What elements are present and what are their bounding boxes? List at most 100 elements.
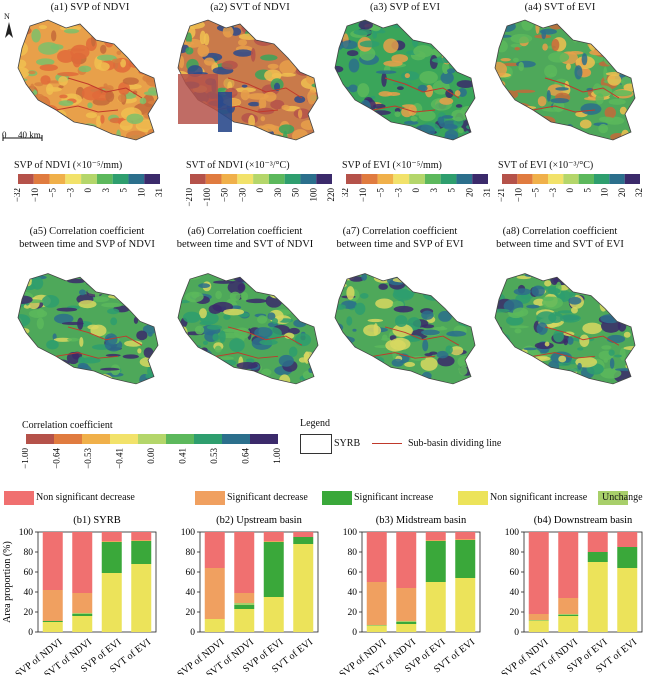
bar-panel-title: (b1) SYRB xyxy=(73,515,121,526)
colorbar-tick-label: 20 xyxy=(617,188,627,198)
colorbar-svt-ndvi: −210 −100 −50 −30 0 30 50 100 220 xyxy=(186,174,336,207)
colorbar-tick-label: 20 xyxy=(464,188,474,198)
colorbar-swatch xyxy=(548,174,564,184)
colorbar-swatch xyxy=(609,174,625,184)
bar-segment xyxy=(528,620,549,621)
colorbar-tick-label: 220 xyxy=(326,188,336,202)
bar-segment xyxy=(131,564,152,632)
bar-segment xyxy=(396,622,417,624)
divider-line-swatch xyxy=(372,443,402,444)
bar-segment xyxy=(131,540,152,541)
legend-swatch xyxy=(195,491,225,505)
colorbar-title-a1: SVP of NDVI (×10⁻⁵/mm) xyxy=(14,160,123,171)
plot-frame xyxy=(523,531,643,633)
bar-panel-title: (b2) Upstream basin xyxy=(216,515,302,526)
bar-panel: (b1) SYRB 0 20 40 60 80 100 Area proportion (%)… xyxy=(2,515,157,675)
colorbar-tick-label: −0.64 xyxy=(52,448,62,469)
map-svt-evi xyxy=(494,19,636,141)
colorbar-swatch xyxy=(300,174,317,184)
map-title-a7: (a7) Correlation coefficient between tim… xyxy=(336,226,464,250)
colorbar-swatch xyxy=(424,174,441,184)
bar-segment xyxy=(455,532,476,539)
legend-swatch xyxy=(4,491,34,505)
colorbar-tick-label: 5 xyxy=(119,188,129,193)
colorbar-tick-label: 0.64 xyxy=(241,448,251,464)
bar-segment xyxy=(558,616,579,632)
colorbar-tick-label: 32 xyxy=(634,188,644,197)
plot-frame xyxy=(199,531,319,633)
bar-segment xyxy=(425,532,446,540)
colorbar-tick-label: 5 xyxy=(582,188,592,193)
colorbar-tick-label: −3 xyxy=(548,188,558,198)
plot-frame xyxy=(361,531,481,633)
map-title-a2: (a2) SVT of NDVI xyxy=(210,2,290,13)
colorbar-swatch xyxy=(624,174,640,184)
bar-segment xyxy=(234,603,255,605)
colorbar-swatch xyxy=(502,174,518,184)
bar-segment xyxy=(263,532,284,541)
colorbar-tick-label: 31 xyxy=(482,188,492,197)
bar-segment xyxy=(455,540,476,578)
colorbar-swatch xyxy=(54,434,82,444)
north-arrow-icon xyxy=(2,16,16,40)
bar-segment xyxy=(234,593,255,603)
bar-segment xyxy=(587,552,608,562)
y-tick-label: 0 xyxy=(514,628,519,638)
svt-ndvi-block xyxy=(218,92,232,132)
colorbar-svp-evi: 32 −10 −5 −3 0 3 5 20 31 xyxy=(342,174,492,202)
colorbar-swatch xyxy=(346,174,362,184)
bar-segment xyxy=(425,541,446,582)
colorbar-tick-label: 0.53 xyxy=(209,448,219,464)
legend-swatch xyxy=(458,491,488,505)
colorbar-swatch xyxy=(250,434,278,444)
bar-segment xyxy=(396,624,417,632)
colorbar-tick-label: −3 xyxy=(393,188,403,198)
y-tick-label: 100 xyxy=(19,528,34,538)
colorbar-swatch xyxy=(49,174,66,184)
colorbar-tick-label: −0.53 xyxy=(83,448,93,469)
y-tick-label: 20 xyxy=(348,608,358,618)
bar-segment xyxy=(234,532,255,593)
colorbar-tick-label: −30 xyxy=(237,188,247,203)
colorbar-tick-label: 3 xyxy=(429,188,439,193)
colorbar-swatch xyxy=(409,174,425,184)
bar-segment xyxy=(101,542,122,573)
colorbar-tick-label: 0 xyxy=(411,188,421,193)
colorbar-swatch xyxy=(517,174,533,184)
colorbar-swatch xyxy=(18,174,34,184)
map-svp-ndvi xyxy=(17,19,159,141)
y-tick-label: 0 xyxy=(190,628,195,638)
colorbar-swatch xyxy=(166,434,194,444)
bar-segment xyxy=(366,625,387,626)
colorbar-swatch xyxy=(440,174,457,184)
bar-segment xyxy=(366,582,387,625)
bar-segment xyxy=(455,539,476,540)
colorbar-tick-label: 30 xyxy=(273,188,283,198)
bar-segment xyxy=(587,562,608,632)
bar-segment xyxy=(293,537,314,544)
bar-segment xyxy=(234,609,255,632)
bar-segment xyxy=(425,540,446,541)
plot-frame xyxy=(37,531,157,633)
bar-segment xyxy=(131,541,152,564)
colorbar-tick-label: −210 xyxy=(186,188,194,207)
colorbar-tick-label: −10 xyxy=(513,188,523,203)
y-tick-label: 60 xyxy=(24,568,34,578)
y-tick-label: 60 xyxy=(510,568,520,578)
colorbar-tick-label: 100 xyxy=(308,188,318,202)
bar-segment xyxy=(558,615,579,616)
bar-segment xyxy=(72,613,93,614)
colorbar-tick-label: −21 xyxy=(498,188,506,202)
bar-segment xyxy=(72,614,93,616)
colorbar-tick-label: 3 xyxy=(101,188,111,193)
bar-segment xyxy=(558,532,579,598)
bar-segment xyxy=(42,621,63,622)
colorbar-swatch xyxy=(26,434,54,444)
y-tick-label: 20 xyxy=(186,608,196,618)
colorbar-tick-label: −1.00 xyxy=(22,448,30,469)
bar-segment xyxy=(558,614,579,615)
colorbar-tick-label: 10 xyxy=(136,188,146,198)
bar-segment xyxy=(366,532,387,582)
